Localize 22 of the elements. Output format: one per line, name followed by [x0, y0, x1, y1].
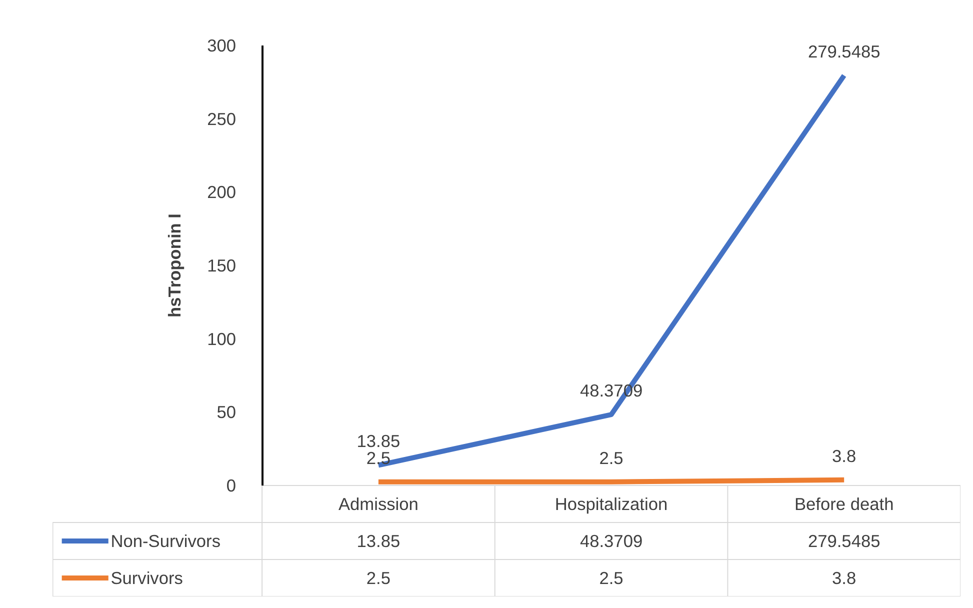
- text: 2.5: [599, 568, 624, 588]
- y-tick-label: 0: [226, 476, 236, 496]
- y-axis-title: hsTroponin I: [164, 214, 185, 318]
- y-tick-label: 100: [207, 328, 236, 349]
- y-tick-label: 50: [216, 402, 236, 422]
- x-tick-label: Admission: [338, 494, 418, 514]
- data-label: 2.5: [599, 448, 624, 468]
- data-label: 3.8: [832, 446, 856, 466]
- data-label: 279.5485: [808, 41, 880, 62]
- x-tick-label: Before death: [794, 494, 894, 514]
- y-tick-label: 250: [207, 108, 236, 129]
- x-tick-label: Hospitalization: [554, 494, 668, 514]
- y-tick-label: 200: [207, 182, 236, 202]
- text: 13.85: [356, 531, 400, 551]
- text: 2.5: [366, 568, 390, 588]
- legend-label: Non-Survivors: [110, 531, 221, 551]
- y-tick-label: 300: [207, 36, 236, 56]
- text: 3.8: [832, 568, 856, 588]
- text: 279.5485: [808, 531, 880, 551]
- y-tick-label: 150: [207, 256, 236, 276]
- legend-label: Survivors: [110, 568, 184, 588]
- text: 48.3709: [580, 531, 643, 551]
